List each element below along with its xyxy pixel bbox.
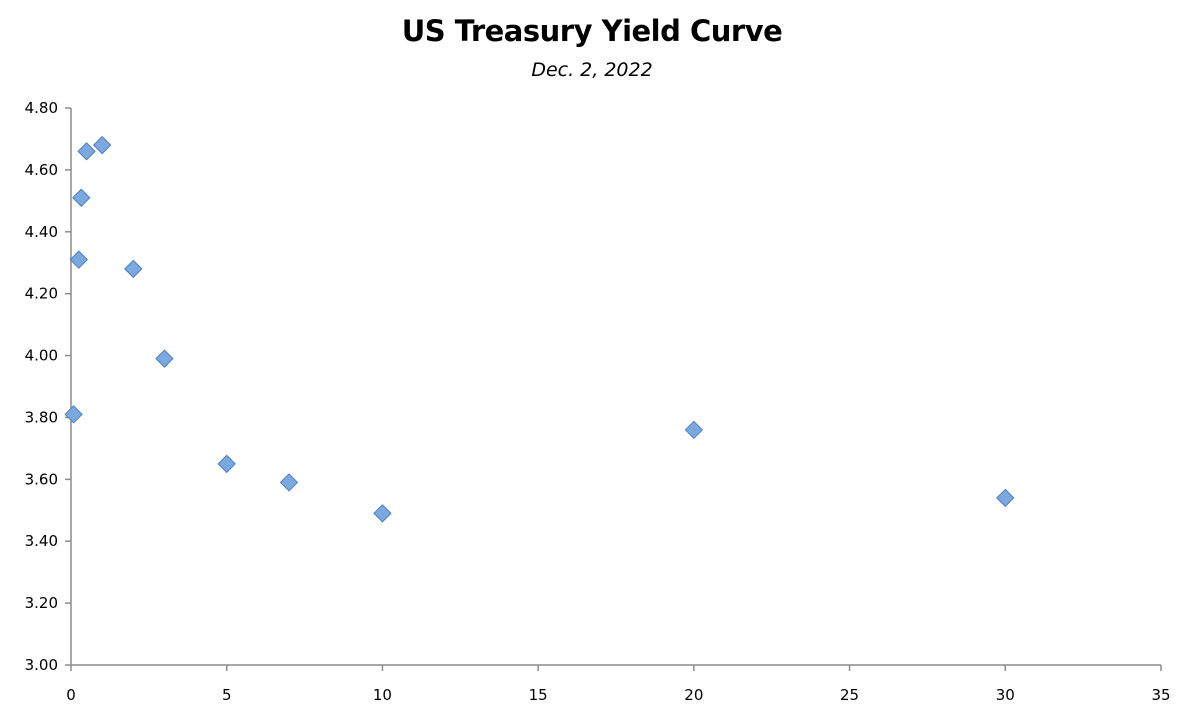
data-point (77, 142, 96, 161)
data-point (69, 250, 88, 269)
x-axis-ticks: 0 5 10 15 20 25 30 35 (66, 665, 1171, 704)
axes (70, 108, 1161, 666)
y-axis-ticks: 3.00 3.20 3.40 3.60 3.80 4.00 4.20 4.40 4.60 4.80 (25, 99, 71, 674)
y-tick-label: 4.40 (25, 223, 58, 241)
y-tick-label: 4.80 (25, 99, 58, 117)
x-tick-label: 0 (66, 686, 76, 704)
data-points (64, 135, 1015, 523)
x-tick-label: 10 (373, 686, 392, 704)
data-point (92, 135, 112, 155)
data-point (373, 504, 392, 523)
chart-title: US Treasury Yield Curve (401, 14, 783, 48)
x-tick-label: 35 (1151, 686, 1170, 704)
data-point (684, 420, 704, 440)
data-point (64, 405, 83, 424)
y-tick-label: 3.80 (25, 408, 58, 426)
data-point (155, 349, 174, 368)
x-tick-label: 5 (222, 686, 232, 704)
data-point (279, 473, 299, 492)
x-tick-label: 25 (840, 686, 859, 704)
x-tick-label: 15 (529, 686, 548, 704)
data-point (72, 188, 91, 207)
y-tick-label: 4.20 (25, 285, 58, 303)
y-tick-label: 3.20 (25, 594, 58, 612)
chart-subtitle: Dec. 2, 2022 (531, 59, 653, 81)
x-tick-label: 20 (684, 686, 703, 704)
y-tick-label: 4.60 (25, 161, 58, 179)
data-point (217, 454, 236, 474)
data-point (996, 488, 1015, 508)
data-point (124, 259, 143, 279)
y-tick-label: 4.00 (25, 347, 58, 365)
y-tick-label: 3.60 (25, 470, 58, 488)
y-tick-label: 3.00 (25, 656, 58, 674)
x-tick-label: 30 (996, 686, 1015, 704)
y-tick-label: 3.40 (25, 532, 58, 550)
